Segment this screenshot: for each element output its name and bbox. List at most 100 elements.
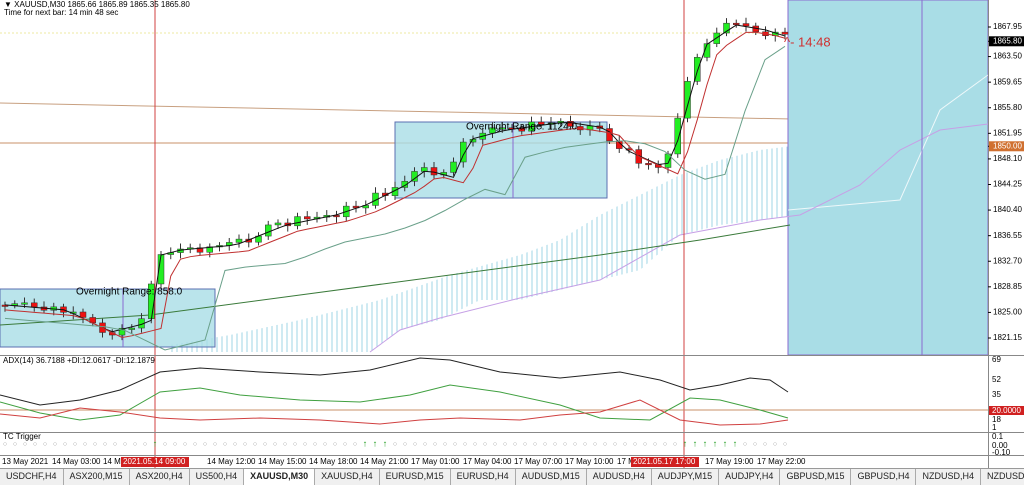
tc-signal: ○ [753,441,757,448]
symbol-tab[interactable]: EURUSD,M15 [380,469,451,485]
price-tag [989,141,1024,152]
price-label: 1865.80 [993,36,1022,45]
tc-signal: ○ [613,441,617,448]
symbol-tab[interactable]: EURUSD,H4 [451,469,516,485]
candle [430,167,438,176]
tc-signal: ○ [253,441,257,448]
tc-signal: ○ [173,441,177,448]
tc-signal: ↑ [373,438,378,448]
tc-signal: ○ [743,441,747,448]
tc-signal: ○ [73,441,77,448]
candle [235,238,243,243]
candle [723,22,730,34]
countdown: ^- 14:48 [784,34,831,49]
symbol-tab[interactable]: AUDUSD,M15 [516,469,587,485]
adx-level-label: 20.0000 [992,406,1021,415]
candle [206,246,213,253]
time-label: 14 May 12:00 [207,457,256,466]
tc-signal: ○ [543,441,547,448]
tc-signal: ○ [453,441,457,448]
price-label: 1821.15 [993,333,1022,342]
adx-level-tag [989,406,1024,415]
candle [274,222,282,226]
tc-signal: ↑ [383,438,388,448]
tc-signal: ○ [773,441,777,448]
symbol-tab[interactable]: GBPUSD,M15 [780,469,852,485]
tc-title: TC Trigger [3,432,41,441]
time-label: 17 May 22:00 [757,457,806,466]
time-label: 2021.05.17 17:00 [633,457,696,466]
tc-signal: ○ [63,441,67,448]
tc-signal: ○ [203,441,207,448]
candles [1,17,789,351]
tc-signal: ○ [343,441,347,448]
tc-signal: ○ [593,441,597,448]
tc-signal: ○ [433,441,437,448]
moving-average-mid [4,45,786,351]
symbol-tab[interactable]: XAUUSD,H4 [315,469,380,485]
tc-signal: ↑ [723,438,728,448]
tc-signal: ↑ [153,438,158,448]
tc-signal: ○ [553,441,557,448]
adx-panel: ADX(14) 36.7188 +DI:12.0617 -DI:12.1879 … [0,355,1024,432]
chart-window: ▼ XAUUSD,M30 1865.66 1865.89 1865.35 186… [0,0,1024,468]
symbol-tab[interactable]: US500,H4 [190,469,245,485]
tc-signal: ○ [643,441,647,448]
tc-axis-label: -0.10 [992,448,1011,457]
range-label: Overnight Range: 858.0 [76,287,183,298]
tc-signal: ○ [313,441,317,448]
moving-average-fast [4,24,786,333]
tc-signal: ○ [23,441,27,448]
time-label: 17 May 19:00 [705,457,754,466]
tc-signal: ○ [583,441,587,448]
adx-axis-label: 1 [992,423,997,432]
tc-signal: ○ [223,441,227,448]
tc-signal: ○ [523,441,527,448]
symbol-tab[interactable]: AUDUSD,H4 [587,469,652,485]
price-label: 1855.80 [993,103,1022,112]
symbol-tab[interactable]: NZDUSD,H4 [916,469,981,485]
tc-signal: ○ [333,441,337,448]
tc-signal: ○ [493,441,497,448]
price-tag [989,36,1024,47]
tc-signal: ○ [403,441,407,448]
symbol-tab[interactable]: AUDJPY,M15 [652,469,720,485]
adx-axis-label: 69 [992,355,1001,364]
tc-signal: ○ [103,441,107,448]
tc-signal: ○ [623,441,627,448]
symbol-tab[interactable]: AUDJPY,H4 [719,469,781,485]
adx-axis-label: 52 [992,375,1001,384]
tc-signal: ○ [43,441,47,448]
tc-signal: ↑ [703,438,708,448]
tc-signal: ↑ [733,438,738,448]
symbol-tab[interactable]: USDCHF,H4 [0,469,64,485]
symbol-tabs: USDCHF,H4 ASX200,M15 ASX200,H4 US500,H4 XAUU… [0,468,1024,485]
symbol-tab[interactable]: ASX200,H4 [130,469,190,485]
time-label: 13 May 2021 [2,457,49,466]
candle [742,23,750,27]
candle [684,81,691,119]
tc-signal: ○ [483,441,487,448]
tc-panel: TC Trigger ○ ○ ○ ○ ○ ○ ○ ○ ○ ○ ○ ○ ○ ○ ○ ↑ ○ ○ ○ ○ ○ ○ ○ ○ ○ ○ ○ ○ ○… [3,432,1011,457]
price-label: 1825.00 [993,308,1022,317]
tc-signal: ↑ [363,438,368,448]
symbol-tab[interactable]: GBPUSD,H4 [851,469,917,485]
range-box [394,121,608,199]
candle [499,127,506,130]
price-label: 1851.95 [993,128,1022,137]
symbol-tab[interactable]: NZDUSD,M15 [981,469,1024,485]
session-box [787,0,989,356]
candle [304,216,311,220]
symbol-tab[interactable]: ASX200,M15 [64,469,130,485]
tc-signal: ○ [163,441,167,448]
candle [460,141,467,163]
time-label: 14 May 21:00 [360,457,409,466]
tc-signal: ○ [83,441,87,448]
tc-signal: ○ [263,441,267,448]
symbol-tab[interactable]: XAUUSD,M30 [244,469,316,485]
candle [694,57,701,82]
tc-signal: ○ [533,441,537,448]
candle [294,216,301,227]
price-label: 1836.55 [993,231,1022,240]
symbol-header: ▼ XAUUSD,M30 1865.66 1865.89 1865.35 186… [4,0,190,9]
